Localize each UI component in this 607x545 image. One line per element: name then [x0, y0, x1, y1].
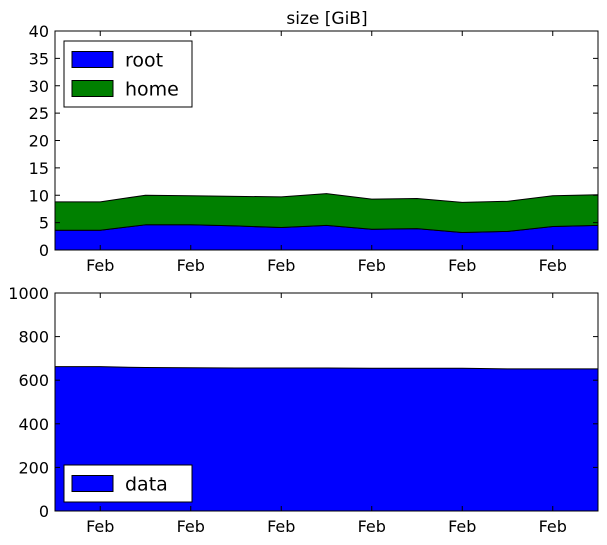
- top-chart-y-tick-label: 40: [29, 22, 49, 41]
- bottom-chart-legend-swatch-data: [71, 475, 114, 492]
- top-chart-x-tick-label: Feb: [539, 256, 567, 275]
- top-chart-x-tick-label: Feb: [177, 256, 205, 275]
- top-chart-y-tick-label: 35: [29, 49, 49, 68]
- top-chart-x-tick-label: Feb: [358, 256, 386, 275]
- bottom-chart-y-tick-label: 800: [18, 328, 49, 347]
- top-chart-y-tick-label: 5: [39, 214, 49, 233]
- bottom-chart-y-tick-label: 1000: [8, 284, 49, 303]
- bottom-chart-x-tick-label: Feb: [539, 517, 567, 536]
- bottom-chart-legend: data: [63, 464, 193, 503]
- top-chart-x-tick-label: Feb: [448, 256, 476, 275]
- top-chart-plot-area: 0 5 10 15 20 25 30 35 40 Feb Feb Feb Feb Feb Feb root ho…: [29, 22, 599, 275]
- bottom-chart-x-tick-label: Feb: [86, 517, 114, 536]
- top-chart-x-tick-label: Feb: [267, 256, 295, 275]
- top-chart-legend-label-root: root: [125, 50, 163, 72]
- top-chart-legend-swatch-root: [71, 51, 114, 68]
- top-chart-title: size [GiB]: [286, 9, 367, 29]
- bottom-chart-legend-label-data: data: [125, 474, 168, 496]
- top-chart-y-tick-label: 20: [29, 132, 49, 151]
- bottom-chart-x-tick-label: Feb: [448, 517, 476, 536]
- top-chart-legend-swatch-home: [71, 80, 114, 97]
- top-chart-y-tick-label: 0: [39, 241, 49, 260]
- top-chart-legend-label-home: home: [125, 79, 179, 101]
- top-chart-x-tick-label: Feb: [86, 256, 114, 275]
- top-chart-y-tick-label: 15: [29, 159, 49, 178]
- bottom-chart-x-tick-label: Feb: [267, 517, 295, 536]
- top-chart: size [GiB] 0 5 10 15 20 25 30 35 40 Feb Feb Feb Feb F…: [29, 9, 599, 275]
- bottom-chart-y-tick-label: 400: [18, 415, 49, 434]
- top-chart-y-tick-label: 30: [29, 77, 49, 96]
- bottom-chart-x-tick-label: Feb: [177, 517, 205, 536]
- top-chart-legend: root home: [63, 40, 193, 108]
- bottom-chart-y-tick-label: 600: [18, 371, 49, 390]
- bottom-chart-plot-area: 0 200 400 600 800 1000 Feb Feb Feb Feb Feb Feb data: [8, 284, 599, 536]
- bottom-chart-y-tick-label: 200: [18, 458, 49, 477]
- bottom-chart-x-tick-label: Feb: [358, 517, 386, 536]
- bottom-chart: 0 200 400 600 800 1000 Feb Feb Feb Feb Feb Feb data: [8, 284, 599, 536]
- bottom-chart-y-tick-label: 0: [39, 502, 49, 521]
- top-chart-y-tick-label: 10: [29, 186, 49, 205]
- bottom-chart-axes-frame: [54, 292, 599, 512]
- top-chart-y-tick-label: 25: [29, 104, 49, 123]
